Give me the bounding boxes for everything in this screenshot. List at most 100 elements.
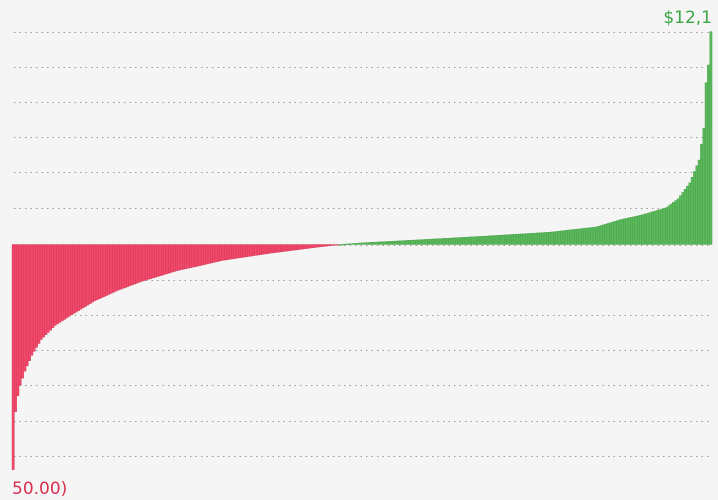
bar-negative (275, 244, 279, 253)
bar-negative (247, 244, 251, 257)
bar-positive (513, 234, 517, 245)
bar-negative (135, 244, 139, 284)
bar-negative (333, 244, 337, 246)
bar-negative (221, 244, 225, 261)
bar-positive (702, 128, 706, 245)
bar-positive (396, 240, 400, 245)
bar-negative (23, 244, 27, 372)
bar-negative (270, 244, 274, 254)
bar-positive (567, 229, 570, 245)
bar-positive (459, 237, 463, 245)
bar-positive (389, 241, 393, 245)
bar-negative (60, 244, 64, 322)
bar-positive (581, 228, 584, 245)
bar-positive (508, 234, 512, 245)
bar-positive (350, 243, 353, 245)
bar-positive (478, 236, 482, 245)
bar-positive (623, 218, 626, 245)
bar-positive (473, 236, 477, 245)
bar-negative (231, 244, 234, 260)
bar-negative (51, 244, 55, 328)
bar-positive (543, 232, 547, 245)
bar-negative (217, 244, 220, 262)
bar-positive (345, 243, 349, 245)
bar-positive (417, 239, 421, 245)
bar-positive (492, 235, 496, 245)
bar-negative (112, 244, 115, 293)
bar-positive (562, 230, 566, 245)
bar-negative (93, 244, 97, 301)
bar-negative (44, 244, 48, 336)
bar-positive (599, 225, 603, 245)
bar-negative (193, 244, 197, 267)
bar-negative (184, 244, 188, 269)
bar-positive (366, 242, 370, 245)
bar-positive (385, 241, 388, 245)
bar-negative (326, 244, 330, 247)
bar-negative (212, 244, 216, 263)
bar-negative (56, 244, 59, 325)
bar-positive (413, 239, 416, 245)
bar-negative (161, 244, 164, 276)
bar-positive (529, 233, 533, 245)
bar-negative (126, 244, 129, 287)
bar-negative (200, 244, 204, 266)
bar-positive (655, 210, 659, 245)
bar-negative (142, 244, 146, 281)
bar-positive (422, 239, 426, 245)
bar-positive (403, 240, 407, 245)
bar-negative (114, 244, 118, 292)
bar-negative (39, 244, 43, 340)
bar-positive (380, 241, 384, 245)
bar-positive (518, 233, 521, 245)
bar-positive (441, 238, 444, 245)
bar-positive (634, 215, 638, 245)
bar-positive (487, 235, 491, 245)
bar-negative (70, 244, 73, 316)
bar-negative (249, 244, 253, 257)
bar-positive (364, 242, 367, 245)
bar-positive (541, 232, 545, 245)
bar-positive (690, 177, 694, 245)
bar-negative (182, 244, 185, 270)
bar-positive (497, 235, 500, 245)
bar-negative (102, 244, 106, 297)
bar-positive (646, 212, 650, 245)
bar-negative (98, 244, 101, 299)
bar-negative (35, 244, 38, 348)
bar-positive (511, 234, 514, 245)
bar-negative (263, 244, 267, 255)
bar-negative (259, 244, 262, 255)
bar-negative (203, 244, 206, 265)
bar-positive (700, 144, 703, 245)
bar-positive (480, 236, 484, 245)
bar-positive (569, 229, 573, 245)
bar-negative (238, 244, 241, 259)
bar-positive (375, 241, 379, 245)
bar-positive (625, 218, 629, 245)
bar-positive (611, 221, 615, 245)
bar-positive (665, 207, 668, 245)
bar-positive (707, 64, 710, 245)
bar-positive (499, 234, 503, 245)
bar-positive (688, 182, 692, 245)
bar-positive (660, 208, 664, 245)
bar-negative (16, 244, 20, 397)
bar-positive (704, 82, 708, 245)
bar-positive (667, 205, 671, 245)
bar-positive (520, 233, 524, 245)
bar-negative (207, 244, 211, 264)
bar-negative (123, 244, 127, 288)
bar-negative (210, 244, 213, 264)
bar-positive (669, 203, 673, 245)
bar-negative (228, 244, 232, 260)
bar-negative (273, 244, 276, 253)
bar-positive (394, 240, 398, 245)
bar-positive (361, 242, 365, 245)
bar-negative (168, 244, 171, 274)
bar-negative (91, 244, 94, 303)
bar-positive (431, 238, 435, 245)
bar-positive (434, 238, 437, 245)
bar-negative (107, 244, 111, 295)
